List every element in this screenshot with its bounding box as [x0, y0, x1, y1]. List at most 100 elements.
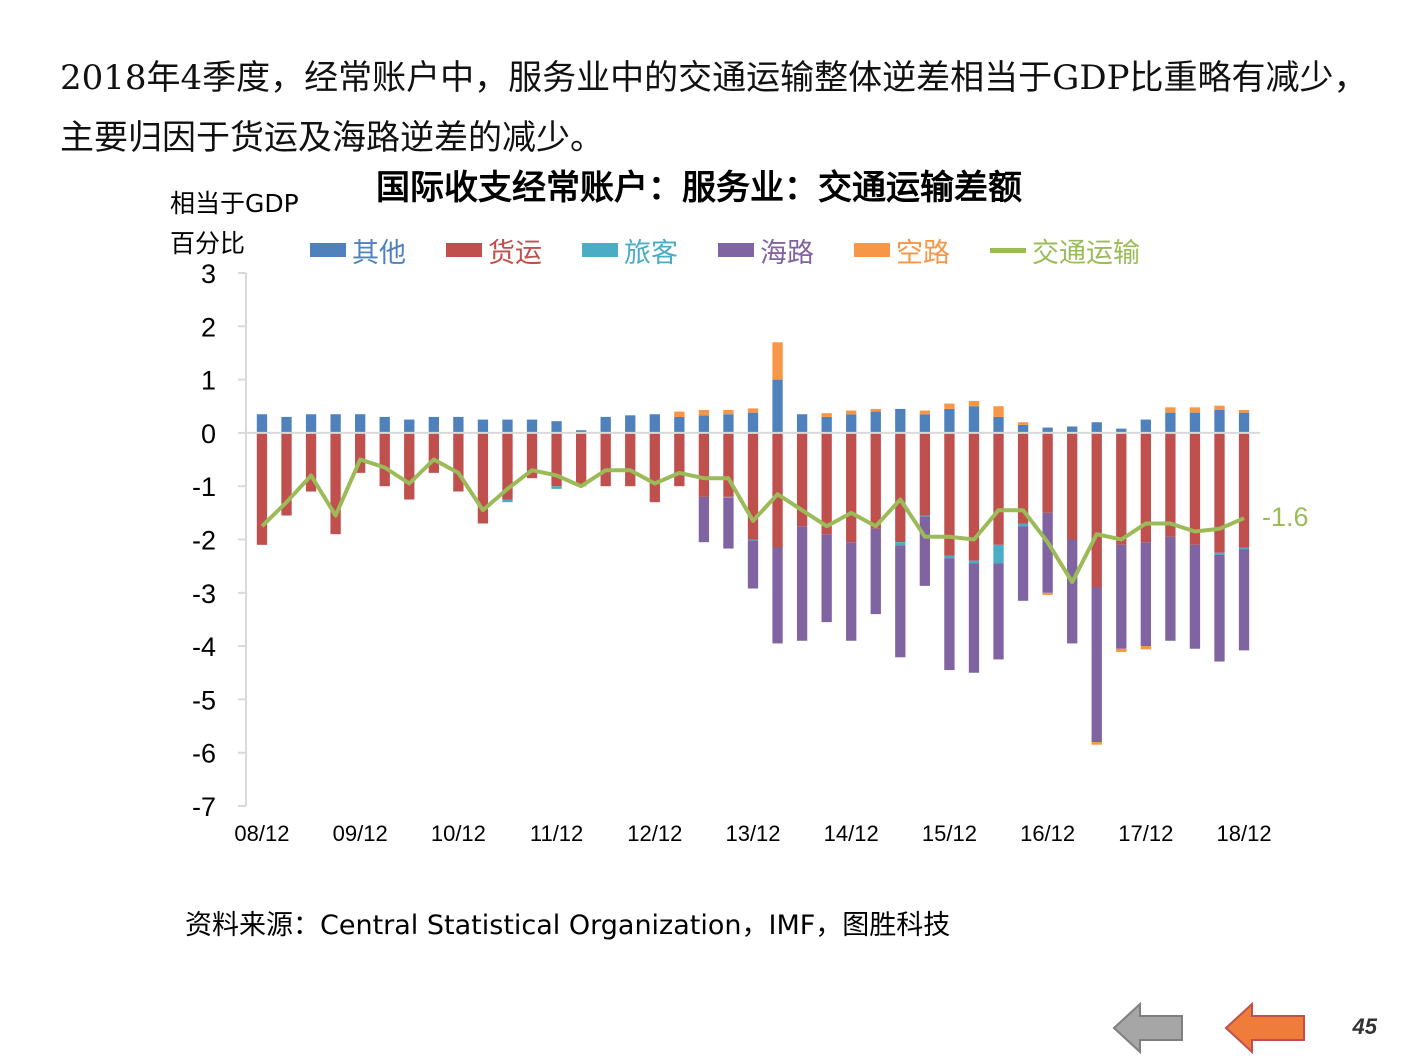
legend-item-passenger: 旅客: [582, 231, 678, 270]
bar-passenger: [551, 486, 562, 489]
y-tick-label: -5: [192, 685, 216, 715]
bar-sea: [1238, 549, 1250, 651]
legend-label-sea: 海路: [760, 237, 814, 269]
bar-other: [1091, 422, 1102, 433]
x-tick-label: 11/12: [530, 821, 583, 846]
bar-freight: [772, 432, 783, 548]
x-tick-label: 17/12: [1118, 821, 1173, 846]
y-tick-label: -6: [192, 739, 216, 769]
bar-sea: [772, 547, 783, 644]
bar-other: [404, 419, 415, 433]
bar-air: [1116, 648, 1127, 652]
bar-sea: [895, 545, 906, 658]
bar-other: [477, 419, 489, 433]
bar-freight: [1238, 432, 1250, 548]
y-tick-label: 0: [201, 419, 216, 449]
y-axis-label-line2: 百分比: [170, 229, 246, 258]
x-tick-label: 12/12: [627, 821, 682, 846]
y-tick-label: -4: [192, 632, 216, 662]
bar-sea: [1091, 587, 1102, 743]
bar-freight: [575, 432, 587, 487]
bar-sea: [723, 497, 734, 549]
bar-freight: [355, 432, 366, 473]
bar-air: [821, 413, 832, 417]
bar-sea: [870, 528, 881, 615]
bar-air: [747, 408, 759, 413]
y-tick-label: -7: [192, 792, 216, 822]
bar-freight: [428, 432, 439, 473]
bar-other: [772, 379, 783, 433]
bar-sea: [796, 526, 808, 641]
bar-other: [575, 430, 587, 433]
bar-sea: [993, 563, 1004, 660]
bar-air: [1091, 742, 1102, 745]
bar-other: [551, 421, 562, 433]
x-tick-label: 14/12: [824, 821, 879, 846]
y-tick-label: 1: [201, 366, 216, 396]
bar-freight: [330, 432, 341, 535]
bar-air: [698, 409, 710, 416]
bar-air: [846, 410, 857, 415]
bar-air: [1017, 422, 1029, 425]
next-slide-button[interactable]: [1224, 1000, 1308, 1056]
bar-sea: [1214, 554, 1225, 662]
bar-air: [870, 408, 881, 412]
bar-freight: [1042, 432, 1053, 513]
bar-freight: [404, 432, 415, 500]
bar-passenger: [993, 544, 1004, 564]
bar-sea: [747, 540, 759, 589]
bar-air: [993, 406, 1004, 417]
legend-label-total: 交通运输: [1032, 237, 1140, 269]
headline: 2018年4季度，经常账户中，服务业中的交通运输整体逆差相当于GDP比重略有减少…: [60, 58, 1368, 158]
bar-sea: [968, 563, 980, 673]
bar-freight: [600, 432, 611, 487]
legend-item-air: 空路: [854, 231, 950, 270]
bar-other: [625, 415, 636, 433]
bar-freight: [870, 432, 881, 529]
line-total: [260, 457, 1245, 585]
bar-passenger: [944, 555, 955, 559]
bar-other: [256, 414, 268, 433]
bar-other: [649, 414, 660, 433]
legend-item-other: 其他: [310, 231, 406, 270]
bar-other: [1067, 426, 1078, 433]
bar-other: [919, 414, 931, 433]
legend-item-freight: 货运: [446, 231, 542, 270]
arrow-left-icon-orange: [1224, 1001, 1305, 1055]
bar-freight: [625, 432, 636, 487]
prev-slide-button[interactable]: [1112, 1000, 1184, 1056]
bar-air: [1238, 409, 1250, 413]
bar-other: [1116, 428, 1127, 433]
bar-sea: [919, 516, 931, 586]
bar-sea: [1116, 544, 1127, 649]
bar-other: [305, 414, 317, 433]
bar-passenger: [895, 542, 906, 546]
bar-other: [821, 416, 832, 433]
bar-other: [895, 408, 906, 433]
bar-sea: [1189, 544, 1201, 649]
bar-passenger: [723, 496, 734, 498]
bar-air: [1165, 407, 1176, 413]
bar-passenger: [1017, 523, 1029, 527]
bar-freight: [526, 432, 538, 479]
bar-freight: [919, 432, 931, 516]
x-tick-label: 18/12: [1217, 821, 1272, 846]
x-tick-label: 09/12: [333, 821, 388, 846]
bar-freight: [796, 432, 808, 527]
legend-item-total: 交通运输: [990, 231, 1140, 270]
bar-freight: [674, 432, 685, 487]
bar-freight: [968, 432, 980, 561]
y-axis-label-line1: 相当于GDP: [170, 189, 299, 218]
legend-label-air: 空路: [896, 237, 950, 269]
y-tick-label: -1: [192, 472, 216, 502]
bar-other: [428, 416, 439, 433]
bar-air: [919, 410, 931, 415]
legend-label-other: 其他: [352, 237, 406, 269]
bar-other: [1017, 424, 1029, 433]
bar-air: [1214, 405, 1225, 410]
bar-sea: [1042, 512, 1053, 593]
bar-freight: [256, 432, 268, 545]
bar-passenger: [1214, 552, 1225, 555]
bar-air: [772, 342, 783, 380]
